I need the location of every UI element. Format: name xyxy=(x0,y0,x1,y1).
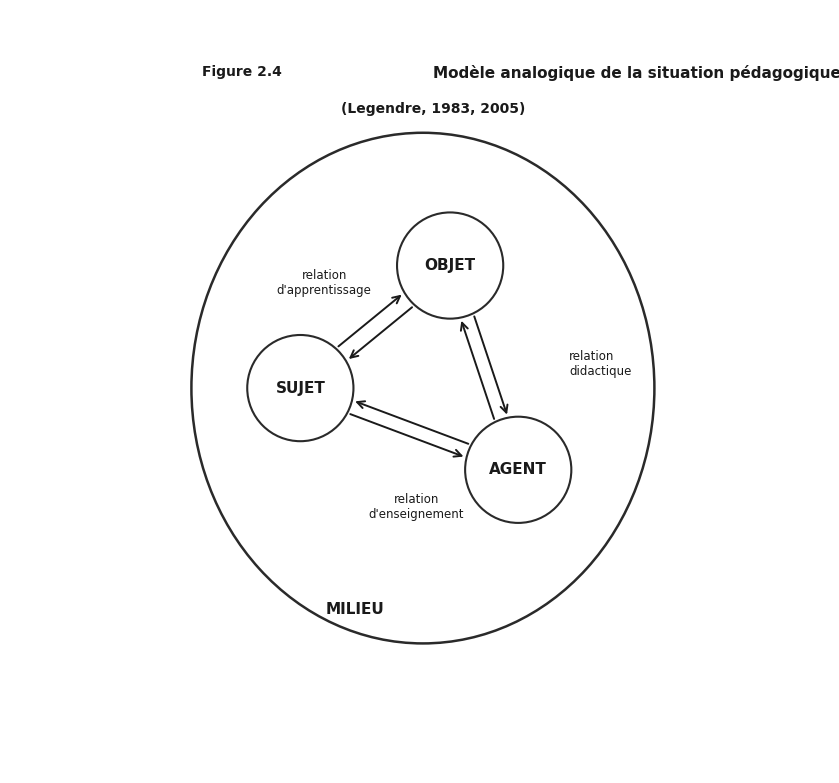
Text: Modèle analogique de la situation pédagogique: Modèle analogique de la situation pédago… xyxy=(433,65,839,81)
Text: MILIEU: MILIEU xyxy=(326,602,384,617)
Circle shape xyxy=(465,417,571,523)
Text: relation
didactique: relation didactique xyxy=(570,350,632,378)
Text: AGENT: AGENT xyxy=(489,462,547,478)
Text: relation
d'enseignement: relation d'enseignement xyxy=(368,493,464,521)
Circle shape xyxy=(397,212,503,319)
Text: relation
d'apprentissage: relation d'apprentissage xyxy=(277,269,372,297)
Text: SUJET: SUJET xyxy=(275,381,326,395)
Circle shape xyxy=(248,335,353,441)
Text: Figure 2.4: Figure 2.4 xyxy=(201,65,282,78)
Text: (Legendre, 1983, 2005): (Legendre, 1983, 2005) xyxy=(341,102,525,116)
Text: OBJET: OBJET xyxy=(425,258,476,273)
